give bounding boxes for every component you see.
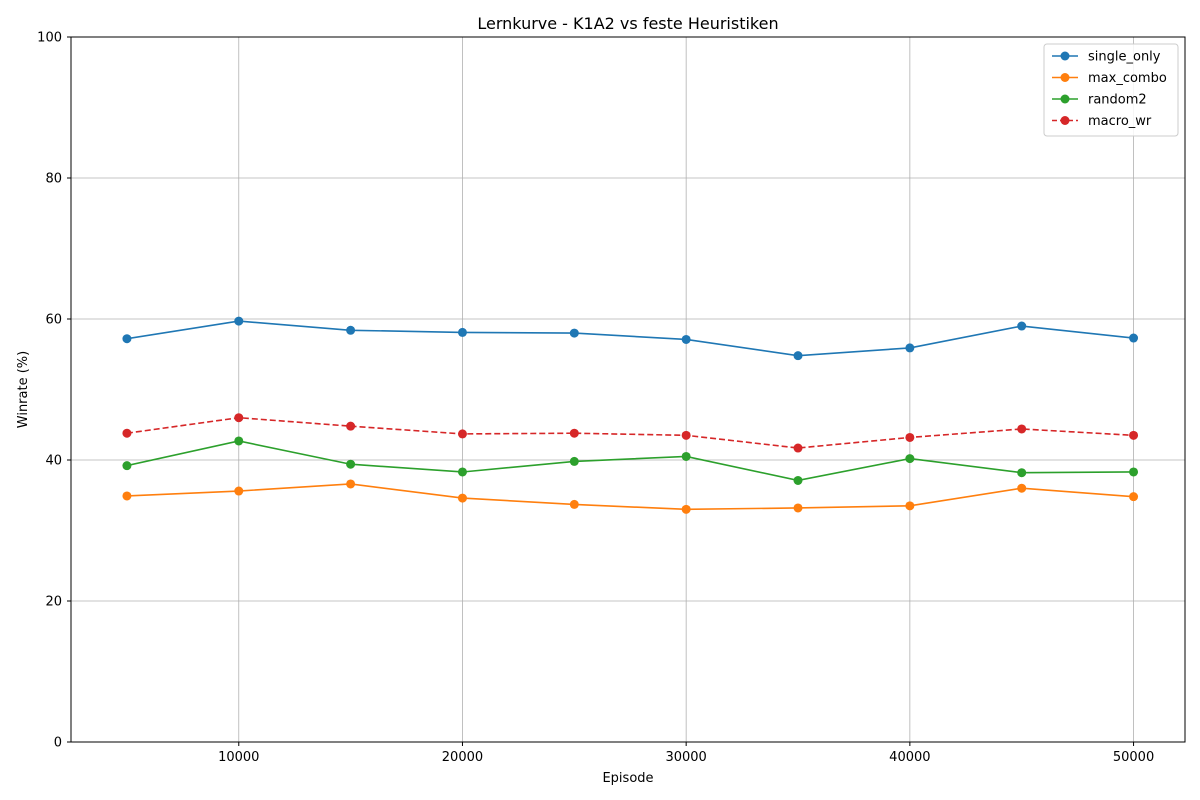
plot-frame bbox=[70, 36, 1186, 743]
data-point-single_only bbox=[569, 328, 579, 338]
data-point-random2 bbox=[905, 454, 915, 464]
data-point-max_combo bbox=[457, 493, 467, 503]
data-point-max_combo bbox=[1129, 492, 1139, 502]
data-point-max_combo bbox=[1017, 483, 1027, 493]
data-point-max_combo bbox=[681, 504, 691, 514]
x-tick-label: 30000 bbox=[665, 750, 706, 765]
legend-label-max_combo: max_combo bbox=[1088, 71, 1167, 86]
data-point-random2 bbox=[793, 475, 803, 485]
legend-label-random2: random2 bbox=[1088, 93, 1147, 108]
data-point-max_combo bbox=[234, 486, 244, 496]
data-point-random2 bbox=[1129, 467, 1139, 477]
legend-box bbox=[1043, 43, 1179, 137]
x-tick-label: 20000 bbox=[442, 750, 483, 765]
series-line-random2 bbox=[126, 440, 1134, 482]
legend-label-macro_wr: macro_wr bbox=[1088, 114, 1152, 129]
y-tick-label: 40 bbox=[45, 454, 62, 469]
data-point-macro_wr bbox=[346, 421, 356, 431]
data-point-single_only bbox=[905, 343, 915, 353]
data-point-macro_wr bbox=[234, 413, 244, 423]
data-point-max_combo bbox=[905, 501, 915, 511]
legend-marker-macro_wr bbox=[1060, 116, 1070, 125]
x-tick-label: 50000 bbox=[1113, 750, 1154, 765]
data-point-random2 bbox=[569, 456, 579, 466]
chart-title: Lernkurve - K1A2 vs feste Heuristiken bbox=[477, 14, 778, 33]
y-tick-label: 60 bbox=[45, 313, 62, 328]
data-point-macro_wr bbox=[681, 430, 691, 440]
data-point-random2 bbox=[234, 436, 244, 446]
data-point-max_combo bbox=[793, 503, 803, 513]
data-point-single_only bbox=[681, 334, 691, 344]
data-point-macro_wr bbox=[1129, 430, 1139, 440]
grid bbox=[71, 36, 1185, 743]
y-tick-label: 100 bbox=[37, 31, 62, 46]
data-point-macro_wr bbox=[569, 428, 579, 438]
series-line-macro_wr bbox=[126, 416, 1134, 449]
data-point-macro_wr bbox=[793, 443, 803, 453]
data-point-single_only bbox=[346, 325, 356, 335]
data-point-macro_wr bbox=[457, 429, 467, 439]
series-line-max_combo bbox=[126, 483, 1134, 511]
data-point-max_combo bbox=[346, 479, 356, 489]
data-point-single_only bbox=[1129, 333, 1139, 343]
data-point-max_combo bbox=[122, 491, 132, 501]
y-axis-label: Winrate (%) bbox=[16, 351, 31, 428]
legend-marker-max_combo bbox=[1060, 73, 1070, 82]
legend-label-single_only: single_only bbox=[1088, 50, 1161, 65]
data-point-random2 bbox=[346, 459, 356, 469]
data-point-random2 bbox=[457, 467, 467, 477]
data-point-macro_wr bbox=[1017, 424, 1027, 434]
x-axis-label: Episode bbox=[602, 771, 653, 786]
x-tick-label: 40000 bbox=[889, 750, 930, 765]
data-point-random2 bbox=[681, 451, 691, 461]
y-tick-label: 0 bbox=[54, 736, 62, 751]
legend-marker-single_only bbox=[1060, 51, 1070, 61]
data-point-single_only bbox=[1017, 321, 1027, 331]
x-tick-label: 10000 bbox=[218, 750, 259, 765]
legend: single_only max_combo random2 macro_wr bbox=[1043, 43, 1179, 137]
series-line-single_only bbox=[126, 320, 1134, 357]
data-point-random2 bbox=[1017, 468, 1027, 478]
data-point-single_only bbox=[234, 316, 244, 326]
y-tick-label: 20 bbox=[45, 595, 62, 610]
legend-marker-random2 bbox=[1060, 94, 1070, 104]
data-point-macro_wr bbox=[905, 432, 915, 442]
ticks: 10000 20000 30000 40000 50000 0 20 40 60 80 100 bbox=[37, 31, 1154, 766]
data-point-macro_wr bbox=[122, 428, 132, 438]
data-point-single_only bbox=[457, 327, 467, 337]
data-point-single_only bbox=[122, 334, 132, 344]
series-layer bbox=[122, 316, 1139, 514]
y-tick-label: 80 bbox=[45, 172, 62, 187]
data-point-single_only bbox=[793, 351, 803, 361]
data-point-random2 bbox=[122, 461, 132, 471]
data-point-max_combo bbox=[569, 499, 579, 509]
